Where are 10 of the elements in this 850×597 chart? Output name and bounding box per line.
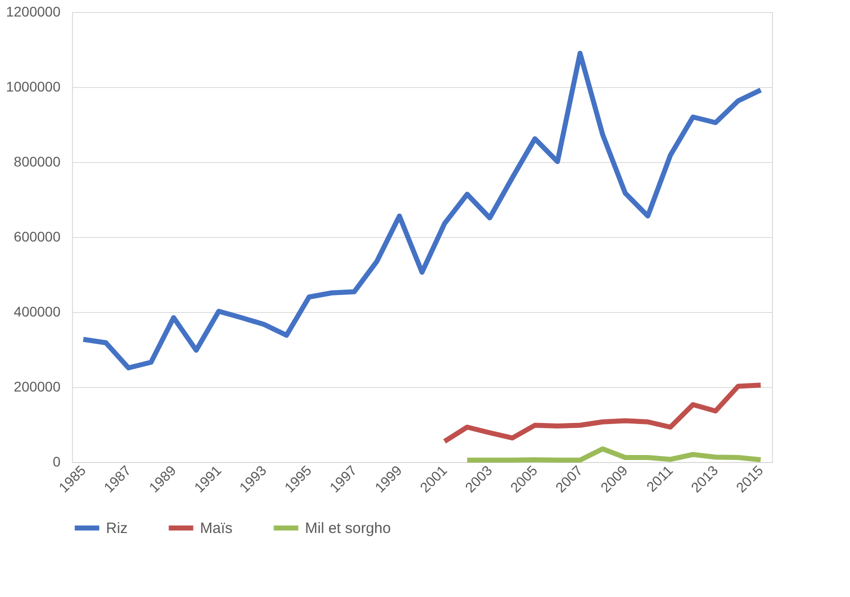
y-tick-label: 1200000 xyxy=(6,4,61,20)
legend-label: Maïs xyxy=(200,520,233,537)
y-tick-label: 200000 xyxy=(14,378,61,394)
y-tick-label: 0 xyxy=(52,454,61,470)
legend-label: Mil et sorgho xyxy=(305,520,391,537)
y-tick-label: 1000000 xyxy=(6,78,61,94)
y-tick-label: 600000 xyxy=(14,228,61,244)
legend-label: Riz xyxy=(106,520,128,537)
y-tick-label: 800000 xyxy=(14,154,61,170)
y-tick-label: 400000 xyxy=(14,304,61,320)
